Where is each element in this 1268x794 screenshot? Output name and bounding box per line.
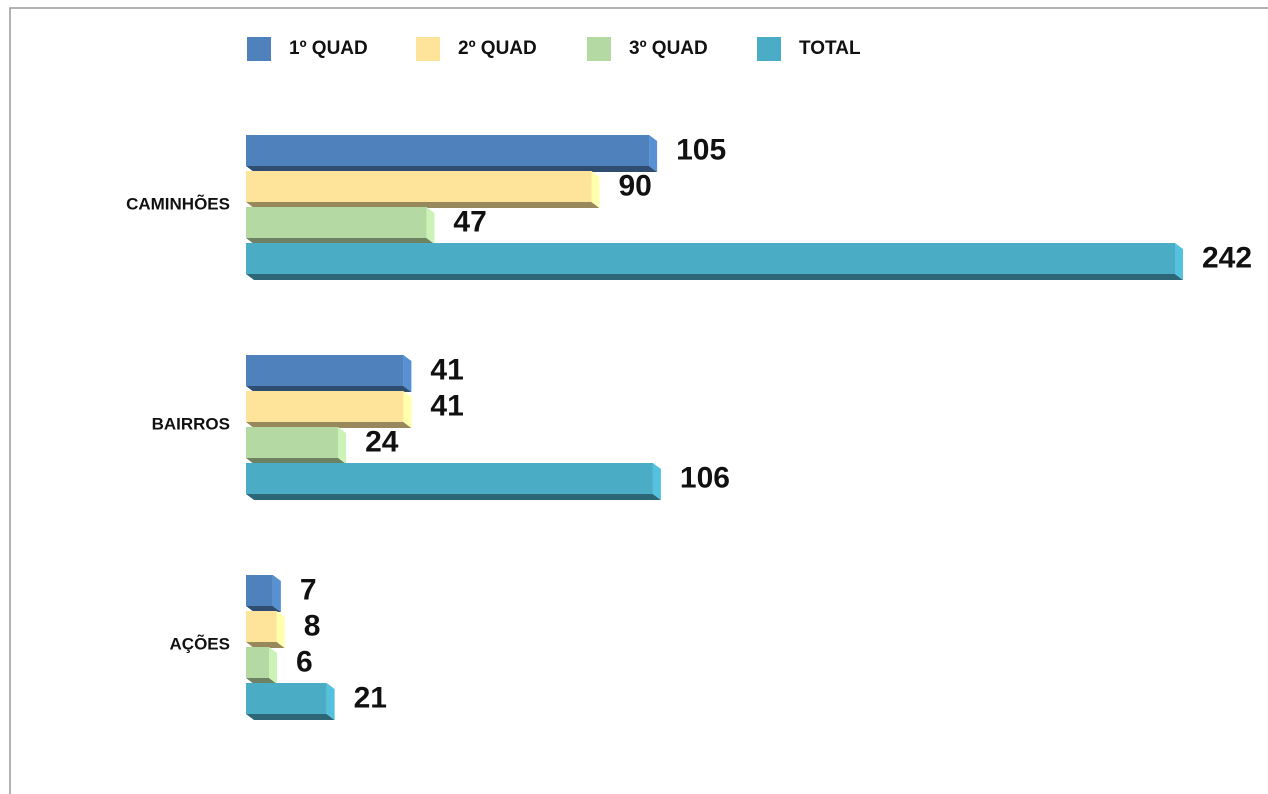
value-label: 6 xyxy=(296,645,313,678)
frame xyxy=(9,7,1268,794)
value-label: 41 xyxy=(430,353,463,386)
legend-label: 2º QUAD xyxy=(458,38,537,59)
bar xyxy=(246,135,650,166)
value-label: 106 xyxy=(680,461,730,494)
value-label: 7 xyxy=(300,573,317,606)
value-label: 105 xyxy=(676,133,726,166)
legend-swatch xyxy=(416,37,440,61)
value-label: 24 xyxy=(365,425,399,458)
bar-bottom xyxy=(246,642,285,648)
bar-side xyxy=(649,135,658,172)
legend-swatch xyxy=(757,37,781,61)
bar xyxy=(246,171,592,202)
bar-bottom xyxy=(246,714,335,720)
bar-side xyxy=(652,463,661,500)
bar-bottom xyxy=(246,494,661,500)
bar-side xyxy=(426,207,435,244)
bar xyxy=(246,355,404,386)
bar-bottom xyxy=(246,422,412,428)
bar-bottom xyxy=(246,202,600,208)
bar-bottom xyxy=(246,606,281,612)
value-label: 47 xyxy=(453,205,486,238)
bar-side xyxy=(403,355,412,392)
legend-swatch xyxy=(587,37,611,61)
bar-side xyxy=(269,647,278,684)
bar-side xyxy=(326,683,335,720)
bar-side xyxy=(272,575,281,612)
value-label: 242 xyxy=(1202,241,1252,274)
value-label: 21 xyxy=(354,681,387,714)
bar-bottom xyxy=(246,274,1183,280)
legend-label: TOTAL xyxy=(799,38,861,59)
bar xyxy=(246,683,327,714)
legend-label: 1º QUAD xyxy=(289,38,368,59)
bar xyxy=(246,391,404,422)
bar xyxy=(246,207,427,238)
bar-bottom xyxy=(246,386,412,392)
bar-side xyxy=(1175,243,1183,280)
value-label: 90 xyxy=(618,169,651,202)
bar xyxy=(246,647,270,678)
legend-swatch xyxy=(247,37,271,61)
bar-side xyxy=(591,171,600,208)
bar xyxy=(246,611,277,642)
bar-side xyxy=(276,611,285,648)
bar-side xyxy=(338,427,347,464)
legend-label: 3º QUAD xyxy=(629,38,708,59)
bar-bottom xyxy=(246,458,347,464)
bar-side xyxy=(403,391,412,428)
bar xyxy=(246,463,653,494)
category-label: BAIRROS xyxy=(152,414,230,433)
value-label: 8 xyxy=(304,609,321,642)
bar-bottom xyxy=(246,678,278,684)
category-label: CAMINHÕES xyxy=(126,193,230,213)
bar-bottom xyxy=(246,238,435,244)
category-label: AÇÕES xyxy=(170,633,230,653)
bar-bottom xyxy=(246,166,658,172)
bar xyxy=(246,427,339,458)
bar xyxy=(246,243,1175,274)
value-label: 41 xyxy=(430,389,463,422)
bar xyxy=(246,575,273,606)
